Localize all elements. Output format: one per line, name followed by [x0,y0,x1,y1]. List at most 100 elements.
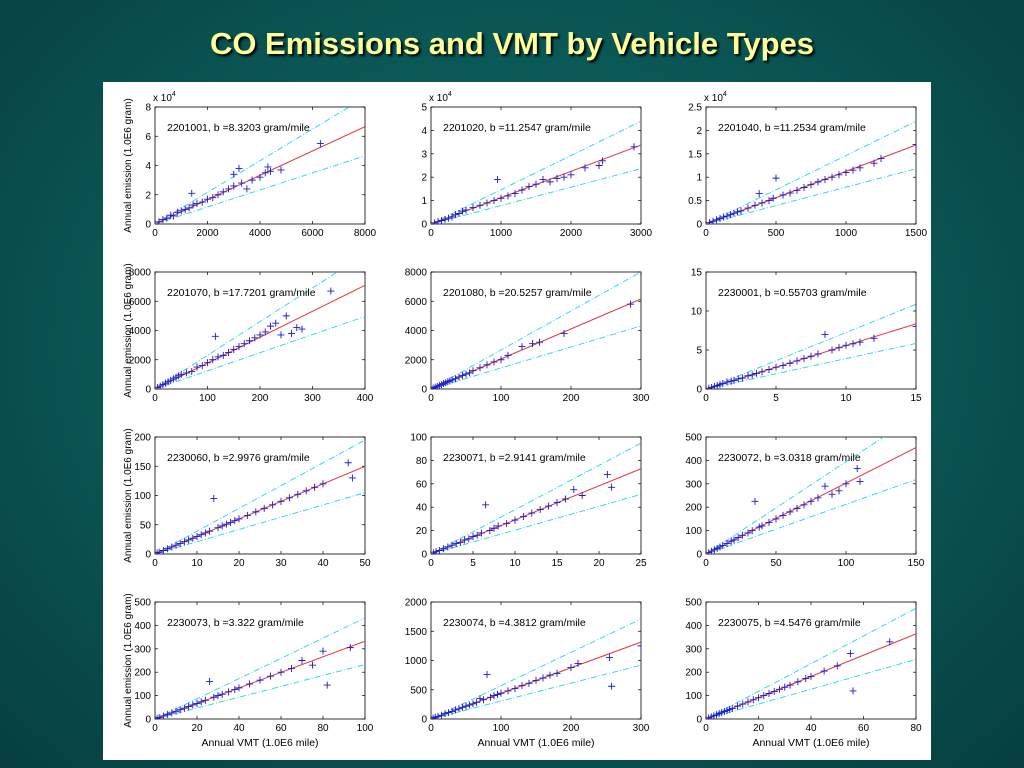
data-point [482,501,490,509]
x-tick-label: 10 [509,558,521,569]
data-point [282,312,290,320]
x-tick-label: 20 [593,558,605,569]
data-point [716,214,724,222]
data-point [578,492,586,499]
data-point [188,189,196,197]
data-point [497,689,505,697]
data-point [159,712,167,719]
data-point [567,664,575,672]
data-point [438,216,445,224]
data-point [348,474,356,482]
data-point [225,688,232,696]
x-tick-label: 1000 [835,228,858,239]
data-point [452,375,459,383]
data-point [483,199,491,207]
data-point [218,522,226,530]
data-point [820,667,828,675]
data-point [807,352,815,360]
data-point [164,545,172,553]
data-point [490,524,498,532]
y-tick-label: 80 [416,456,428,467]
data-point [765,518,773,526]
data-point [309,661,316,669]
data-point [461,536,469,544]
data-point [285,494,293,502]
data-point [758,368,766,376]
y-tick-label: 5 [421,103,427,114]
y-tick-label: 200 [134,668,151,679]
y-tick-label: 4000 [129,326,152,337]
data-point [846,649,854,657]
y-tick-label: 200 [134,433,151,444]
data-point [169,212,177,220]
data-point [261,169,269,177]
data-point [204,195,211,203]
slope-annotation: 2230073, b =3.322 gram/mile [167,617,304,629]
data-point [821,176,829,184]
data-point [525,679,533,687]
data-point [231,517,239,525]
subplot-5: 0 100 200 300 0 2000 4000 6000 8000 2201080, b =2… [405,268,650,405]
y-tick-label: 4 [421,126,427,137]
data-point [441,710,449,718]
subplot-2: 0 1000 2000 3000 0 1 2 3 4 5x 104 2201020, b =11.2… [421,91,652,239]
x-tick-label: 0 [428,393,434,404]
data-point [246,337,253,345]
data-point [230,182,238,190]
data-point [267,672,274,680]
confidence-band-line [155,155,365,224]
x-tick-label: 10 [840,393,852,404]
data-point [833,662,841,670]
x-axis-label: Annual VMT (1.0E6 mile) [201,737,318,749]
y-tick-label: 400 [134,621,151,632]
data-point [734,534,742,542]
confidence-band-line [155,316,365,389]
subplot-3: 0 500 1000 1500 0 0.5 1 1.5 2 2.5x 104 2201040, b … [688,91,927,239]
data-point [231,686,239,694]
data-point [835,344,843,352]
x-tick-label: 0 [703,393,709,404]
data-point [786,508,794,516]
plot-frame [154,436,366,555]
confidence-band-line [431,272,641,389]
y-tick-label: 2000 [405,598,428,609]
data-point [800,355,808,363]
data-point [473,531,481,539]
data-point [807,181,815,189]
data-point [716,380,724,388]
data-point [800,501,808,509]
data-point [201,529,209,537]
y-tick-label: 100 [410,433,427,444]
data-point [277,331,285,339]
data-point [528,509,536,517]
data-point [912,323,916,331]
x-tick-label: 20 [753,723,765,734]
data-point [214,524,222,532]
x-tick-label: 0 [428,228,434,239]
data-point [298,325,306,333]
x-tick-label: 15 [910,393,922,404]
data-point [469,700,477,708]
plot-frame [705,436,917,555]
data-point [209,194,217,202]
x-tick-label: 0 [703,723,709,734]
y-tick-label: 0 [696,550,702,561]
data-point [518,186,526,194]
confidence-band-line [155,664,365,719]
x-tick-label: 80 [910,723,922,734]
y-tick-label: 1000 [405,656,428,667]
y-tick-label: 100 [685,691,702,702]
data-point [469,204,477,212]
data-point [435,546,443,554]
data-point [793,186,801,194]
data-point [793,357,801,365]
data-point [802,675,810,683]
data-point [608,483,616,491]
plot-frame [705,271,917,390]
x-tick-label: 8000 [354,228,377,239]
data-point [856,338,864,346]
y-axis-label: Annual emission (1.0E6 gram) [123,593,134,728]
data-point [193,200,201,208]
data-point [713,216,720,224]
data-point [198,198,206,206]
